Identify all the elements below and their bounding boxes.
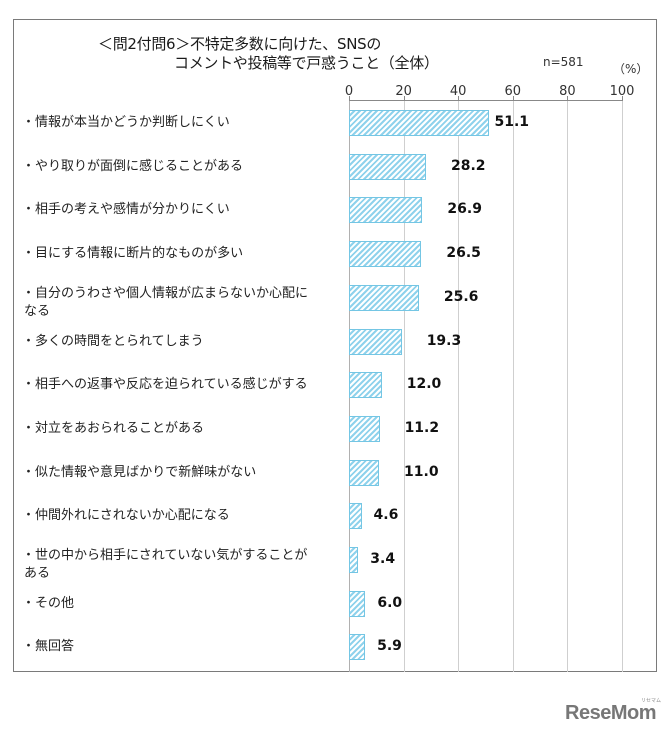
value-label: 25.6 <box>443 288 479 305</box>
x-tick-mark <box>349 96 350 101</box>
bar <box>349 328 402 355</box>
bar <box>349 503 362 530</box>
category-label: ・仲間外れにされないか心配になる <box>22 508 230 524</box>
gridline <box>403 101 405 672</box>
x-axis-line <box>349 100 622 101</box>
value-label: 3.4 <box>370 551 396 567</box>
resemom-logo: ReseMom <box>565 702 656 724</box>
chart-title-line2: コメントや投稿等で戸惑うこと（全体） <box>174 54 439 72</box>
gridline <box>567 101 569 672</box>
x-tick-label: 0 <box>344 84 354 99</box>
bar <box>349 153 426 180</box>
x-tick-label: 20 <box>395 84 412 99</box>
x-tick-label: 40 <box>449 84 467 99</box>
bar <box>349 547 359 573</box>
chart-frame <box>13 19 657 672</box>
category-label: ・相手への返事や反応を迫られている感じがする <box>22 377 308 393</box>
value-label: 26.9 <box>447 201 482 218</box>
bar <box>349 372 382 399</box>
value-label: 51.1 <box>494 114 530 130</box>
value-label: 4.6 <box>373 507 399 524</box>
value-label: 12.0 <box>406 376 442 393</box>
category-label: ・情報が本当かどうか判断しにくい <box>22 115 230 130</box>
value-label: 11.0 <box>404 463 439 480</box>
x-tick-mark <box>458 96 460 101</box>
category-label: ・やり取りが面倒に感じることがある <box>22 158 244 174</box>
category-label: ・世の中から相手にされていない気がすることが ある <box>22 548 308 581</box>
x-tick-mark <box>403 96 405 101</box>
bar <box>349 634 366 661</box>
category-label: ・その他 <box>22 595 75 611</box>
bar <box>349 110 489 136</box>
category-label: ・相手の考えや感情が分かりにくい <box>22 202 230 218</box>
bar <box>349 590 366 617</box>
category-label: ・対立をあおられることがある <box>22 420 205 436</box>
x-tick-mark <box>622 96 623 101</box>
category-label: ・似た情報や意見ばかりで新鮮味がない <box>22 464 257 480</box>
bar <box>349 284 419 311</box>
x-tick-label: 60 <box>504 84 522 99</box>
category-label: ・無回答 <box>22 639 75 655</box>
x-tick-label: 100 <box>609 84 635 99</box>
bar <box>349 459 380 486</box>
bar <box>349 197 423 224</box>
category-label: ・自分のうわさや個人情報が広まらないか心配に なる <box>22 285 309 319</box>
value-label: 5.9 <box>377 638 402 655</box>
gridline <box>458 101 460 672</box>
value-label: 19.3 <box>426 332 462 349</box>
bar <box>349 241 422 268</box>
x-tick-mark <box>567 96 569 101</box>
value-label: 11.2 <box>404 419 440 436</box>
bar <box>349 415 380 442</box>
chart-title-line1: ＜問2付問6＞不特定多数に向けた、SNSの <box>98 35 382 53</box>
value-label: 28.2 <box>450 157 486 174</box>
x-tick-mark <box>512 96 514 101</box>
category-label: ・目にする情報に断片的なものが多い <box>22 246 244 262</box>
resemom-logo-ruby: リセマム <box>641 698 662 704</box>
x-tick-label: 80 <box>559 84 576 99</box>
gridline <box>512 101 514 672</box>
unit-label: （%） <box>613 62 649 76</box>
value-label: 6.0 <box>377 594 403 611</box>
category-label: ・多くの時間をとられてしまう <box>22 333 204 349</box>
value-label: 26.5 <box>446 245 481 262</box>
gridline <box>622 101 623 672</box>
sample-size: n=581 <box>543 55 584 69</box>
